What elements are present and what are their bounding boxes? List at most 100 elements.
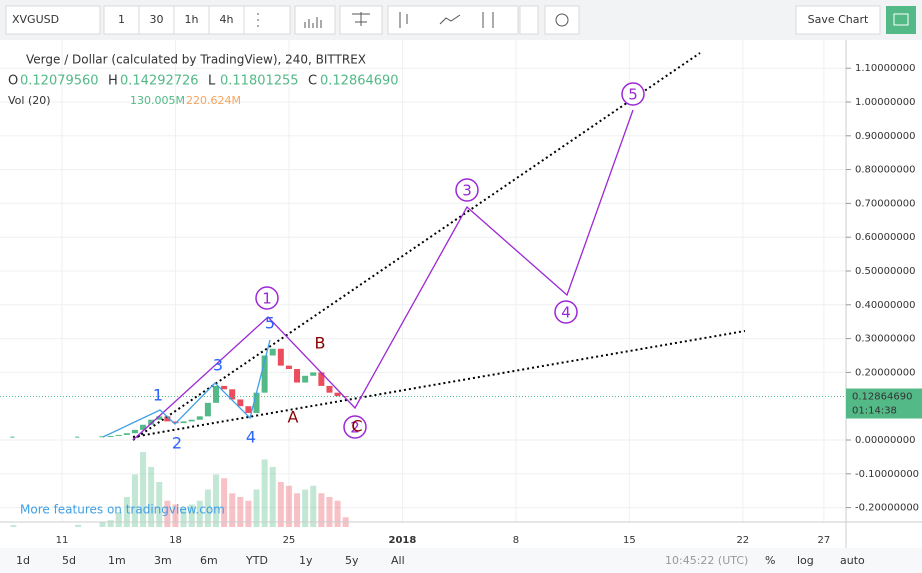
- candle: [148, 419, 155, 425]
- snapshot-button[interactable]: [886, 6, 916, 34]
- volume-bar: [180, 508, 187, 527]
- price-tick-label: 0.30000000: [855, 334, 915, 345]
- wave-circle: [621, 82, 645, 106]
- candle: [310, 372, 317, 376]
- candle: [229, 389, 236, 400]
- minor-wave-label: 5: [265, 314, 275, 333]
- candle: [294, 369, 301, 383]
- candle: [253, 392, 260, 413]
- candle: [245, 406, 252, 413]
- volume-bar: [204, 489, 211, 527]
- range-button[interactable]: 5y: [345, 554, 359, 567]
- interval-label: 1: [118, 13, 125, 26]
- candle: [123, 433, 130, 435]
- symbol-box[interactable]: [5, 5, 101, 35]
- volume-bar: [75, 524, 82, 527]
- symbol: XVGUSD: [12, 13, 59, 26]
- volume-bar: [140, 452, 147, 527]
- range-button[interactable]: 5d: [62, 554, 76, 567]
- price-tick-label: 0.40000000: [855, 300, 915, 311]
- volume-bar: [212, 474, 219, 527]
- scale-option[interactable]: auto: [840, 554, 865, 567]
- range-button[interactable]: 1y: [299, 554, 313, 567]
- price-tick-label: 0.80000000: [855, 165, 915, 176]
- interval-button[interactable]: [138, 5, 175, 35]
- primary-wave-label: 2: [350, 419, 360, 437]
- candle: [99, 436, 104, 438]
- interval-button[interactable]: [208, 5, 245, 35]
- price-tick-label: 0.50000000: [855, 266, 915, 277]
- minor-wave-label: 1: [153, 386, 163, 405]
- time-tick-label: 11: [56, 535, 69, 546]
- ohlc-key: L: [208, 74, 216, 89]
- price-tick-label: 0.20000000: [855, 367, 915, 378]
- time-tick-label: 18: [169, 535, 182, 546]
- primary-wave-label: 3: [462, 182, 472, 200]
- scale-option[interactable]: %: [765, 554, 775, 567]
- candle: [277, 348, 284, 366]
- save-button[interactable]: [795, 5, 881, 35]
- candle: [131, 429, 138, 434]
- toolbar-icons: [243, 5, 580, 35]
- scale-option[interactable]: log: [797, 554, 814, 567]
- volume-bar: [229, 493, 236, 527]
- candle: [269, 348, 276, 356]
- primary-wave-label: 4: [561, 304, 571, 322]
- primary-wave-label: 5: [628, 86, 638, 104]
- candle: [318, 372, 325, 386]
- ohlc-key: O: [8, 74, 18, 89]
- volume-bar: [261, 459, 268, 527]
- volume-bar: [123, 497, 130, 527]
- volume-bar: [115, 512, 122, 527]
- time-tick-label: 22: [736, 535, 749, 546]
- volume-ma: 220.624M: [186, 94, 241, 107]
- clock: 10:45:22 (UTC): [665, 554, 748, 567]
- volume-bar: [245, 500, 252, 527]
- candle: [172, 421, 179, 424]
- range-button[interactable]: YTD: [245, 554, 268, 567]
- volume-bar: [285, 485, 292, 527]
- volume-bar: [164, 500, 171, 527]
- time-tick-label: 8: [513, 535, 519, 546]
- candle: [107, 435, 114, 437]
- footer-bar: [0, 548, 922, 573]
- candle: [164, 416, 171, 422]
- trend-line: [132, 330, 746, 438]
- candle: [115, 434, 122, 436]
- candle: [75, 436, 80, 438]
- time-tick-label: 2018: [388, 535, 416, 546]
- countdown: 01:14:38: [852, 406, 897, 417]
- candle: [212, 385, 219, 403]
- range-button[interactable]: 1d: [16, 554, 30, 567]
- price-tick-label: -0.10000000: [855, 469, 919, 480]
- candle: [237, 399, 244, 407]
- price-tick-label: 1.10000000: [855, 63, 915, 74]
- volume-bar: [10, 525, 17, 527]
- watermark[interactable]: More features on tradingview.com: [20, 503, 225, 517]
- ohlc-value: 0.14292726: [120, 74, 199, 89]
- price-tick-label: 1.00000000: [855, 97, 915, 108]
- price-tick-label: 0.90000000: [855, 131, 915, 142]
- range-button[interactable]: 1m: [108, 554, 126, 567]
- candle: [188, 419, 195, 422]
- interval-label: 30: [150, 13, 164, 26]
- correction-label: C: [351, 417, 362, 436]
- volume-bar: [302, 489, 309, 527]
- candle: [140, 424, 147, 430]
- range-button[interactable]: All: [391, 554, 405, 567]
- candle: [204, 402, 211, 417]
- volume-name: Vol (20): [8, 94, 51, 107]
- volume-bar: [326, 497, 333, 527]
- interval-button[interactable]: [173, 5, 210, 35]
- volume-bar: [277, 482, 284, 527]
- candle: [334, 392, 341, 397]
- volume-bar: [221, 478, 228, 527]
- range-button[interactable]: 6m: [200, 554, 218, 567]
- interval-button[interactable]: [103, 5, 140, 35]
- primary-wave-label: 1: [262, 290, 272, 308]
- volume-bar: [188, 504, 195, 527]
- range-button[interactable]: 3m: [154, 554, 172, 567]
- time-tick-label: 15: [623, 535, 636, 546]
